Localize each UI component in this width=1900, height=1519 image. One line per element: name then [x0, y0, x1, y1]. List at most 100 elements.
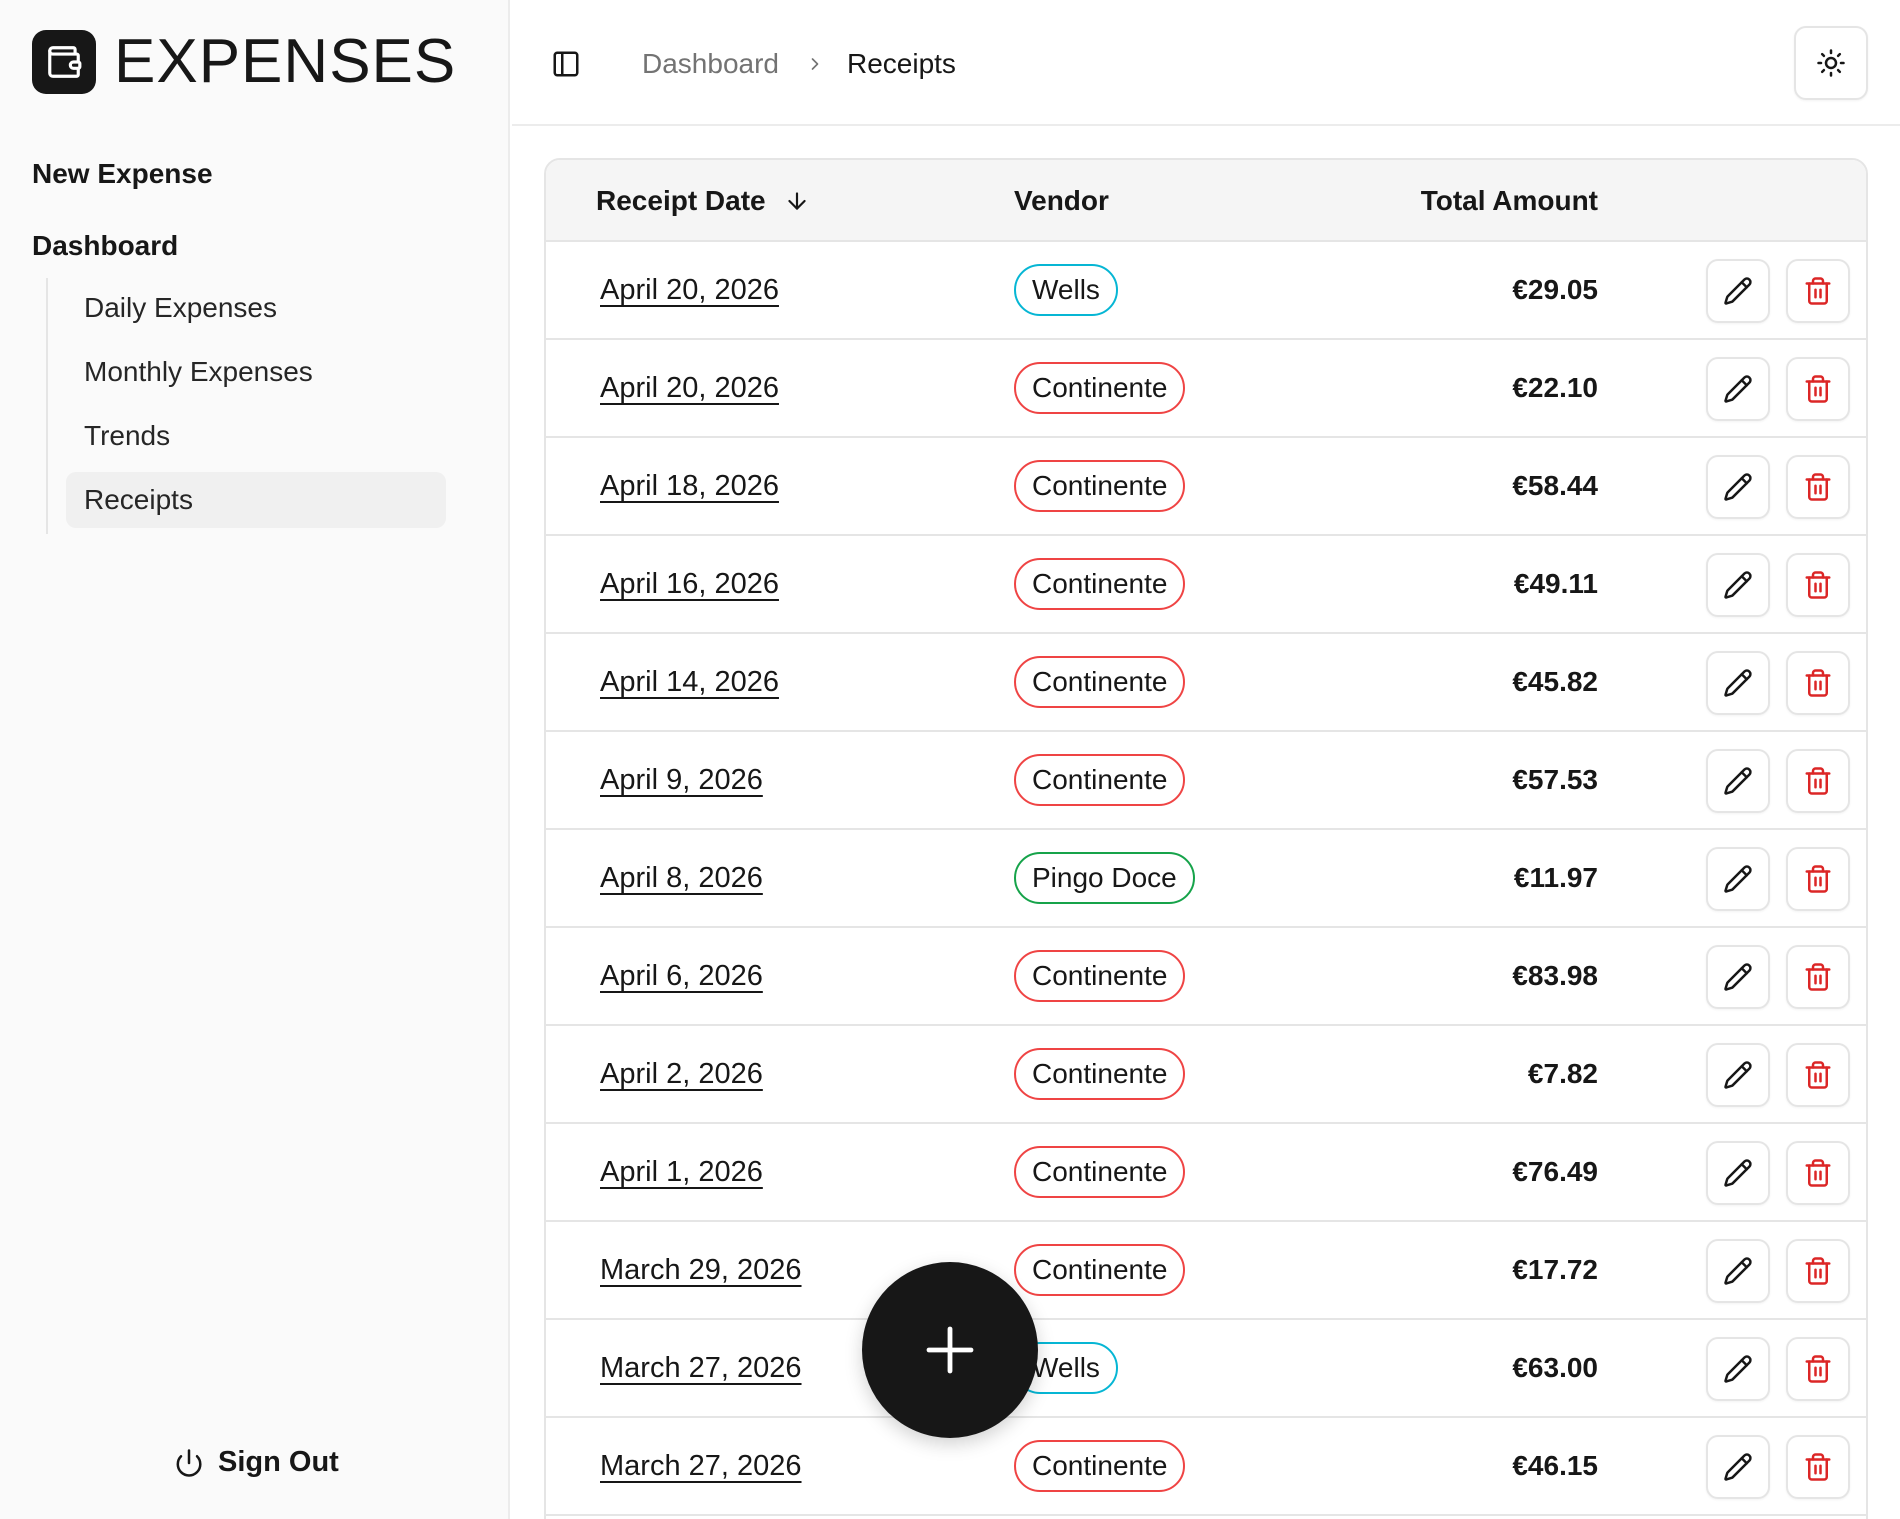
- pencil-icon: [1723, 472, 1753, 502]
- edit-receipt-button[interactable]: [1706, 357, 1770, 421]
- sign-out-button[interactable]: Sign Out: [174, 1446, 339, 1479]
- pencil-icon: [1723, 668, 1753, 698]
- trash-icon: [1803, 276, 1833, 306]
- trash-icon: [1803, 570, 1833, 600]
- delete-receipt-button[interactable]: [1786, 847, 1850, 911]
- receipt-date-link[interactable]: March 27, 2026: [600, 1450, 802, 1482]
- trash-icon: [1803, 1060, 1833, 1090]
- receipt-date-link[interactable]: April 14, 2026: [600, 666, 779, 698]
- vendor-badge: Continente: [1014, 558, 1186, 610]
- receipt-date-link[interactable]: April 9, 2026: [600, 764, 763, 796]
- edit-receipt-button[interactable]: [1706, 1043, 1770, 1107]
- total-amount: €17.72: [1512, 1254, 1598, 1285]
- receipt-date-link[interactable]: April 16, 2026: [600, 568, 779, 600]
- edit-receipt-button[interactable]: [1706, 1239, 1770, 1303]
- receipt-date-link[interactable]: April 20, 2026: [600, 274, 779, 306]
- vendor-badge: Continente: [1014, 362, 1186, 414]
- pencil-icon: [1723, 570, 1753, 600]
- column-label-receipt-date: Receipt Date: [596, 185, 766, 216]
- receipt-date-link[interactable]: April 18, 2026: [600, 470, 779, 502]
- delete-receipt-button[interactable]: [1786, 1141, 1850, 1205]
- vendor-badge: Continente: [1014, 1048, 1186, 1100]
- total-amount: €22.10: [1512, 372, 1598, 403]
- total-amount: €76.49: [1512, 1156, 1598, 1187]
- vendor-badge: Wells: [1014, 264, 1118, 316]
- sidebar-item-daily-expenses[interactable]: Daily Expenses: [84, 292, 277, 323]
- receipt-date-link[interactable]: April 6, 2026: [600, 960, 763, 992]
- vendor-badge: Continente: [1014, 754, 1186, 806]
- nav-new-expense[interactable]: New Expense: [32, 158, 213, 189]
- edit-receipt-button[interactable]: [1706, 1435, 1770, 1499]
- edit-receipt-button[interactable]: [1706, 749, 1770, 813]
- total-amount: €46.15: [1512, 1450, 1598, 1481]
- edit-receipt-button[interactable]: [1706, 455, 1770, 519]
- trash-icon: [1803, 962, 1833, 992]
- trash-icon: [1803, 1158, 1833, 1188]
- table-row: April 20, 2026 Wells €29.05: [546, 242, 1866, 340]
- nav-dashboard[interactable]: Dashboard: [32, 230, 179, 261]
- edit-receipt-button[interactable]: [1706, 1337, 1770, 1401]
- theme-toggle-button[interactable]: [1794, 26, 1868, 100]
- delete-receipt-button[interactable]: [1786, 651, 1850, 715]
- total-amount: €49.11: [1513, 568, 1598, 599]
- pencil-icon: [1723, 1256, 1753, 1286]
- pencil-icon: [1723, 766, 1753, 796]
- edit-receipt-button[interactable]: [1706, 259, 1770, 323]
- table-row: April 2, 2026 Continente €7.82: [546, 1026, 1866, 1124]
- delete-receipt-button[interactable]: [1786, 1043, 1850, 1107]
- total-amount: €83.98: [1512, 960, 1598, 991]
- table-row: April 20, 2026 Continente €22.10: [546, 340, 1866, 438]
- edit-receipt-button[interactable]: [1706, 945, 1770, 1009]
- column-header-receipt-date[interactable]: Receipt Date: [596, 160, 810, 242]
- receipt-date-link[interactable]: April 1, 2026: [600, 1156, 763, 1188]
- total-amount: €45.82: [1512, 666, 1598, 697]
- sun-icon: [1816, 48, 1846, 78]
- receipt-date-link[interactable]: April 2, 2026: [600, 1058, 763, 1090]
- delete-receipt-button[interactable]: [1786, 259, 1850, 323]
- edit-receipt-button[interactable]: [1706, 1141, 1770, 1205]
- trash-icon: [1803, 1452, 1833, 1482]
- total-amount: €11.97: [1513, 862, 1598, 893]
- sidebar-item-monthly-expenses[interactable]: Monthly Expenses: [84, 356, 313, 387]
- pencil-icon: [1723, 276, 1753, 306]
- total-amount: €29.05: [1512, 274, 1598, 305]
- receipt-date-link[interactable]: March 27, 2026: [600, 1352, 802, 1384]
- total-amount: €7.82: [1527, 1058, 1598, 1089]
- wallet-icon: [32, 30, 96, 94]
- app-title: EXPENSES: [114, 27, 457, 96]
- delete-receipt-button[interactable]: [1786, 1337, 1850, 1401]
- delete-receipt-button[interactable]: [1786, 553, 1850, 617]
- total-amount: €57.53: [1512, 764, 1598, 795]
- sign-out-label: Sign Out: [218, 1446, 339, 1478]
- trash-icon: [1803, 472, 1833, 502]
- dashboard-subnav: Daily Expenses Monthly Expenses Trends R…: [46, 278, 446, 534]
- trash-icon: [1803, 1256, 1833, 1286]
- add-receipt-button[interactable]: [862, 1262, 1038, 1438]
- delete-receipt-button[interactable]: [1786, 357, 1850, 421]
- edit-receipt-button[interactable]: [1706, 847, 1770, 911]
- delete-receipt-button[interactable]: [1786, 749, 1850, 813]
- table-row: April 16, 2026 Continente €49.11: [546, 536, 1866, 634]
- receipt-date-link[interactable]: March 29, 2026: [600, 1254, 802, 1286]
- edit-receipt-button[interactable]: [1706, 553, 1770, 617]
- table-header: Receipt Date Vendor Total Amount: [546, 160, 1866, 242]
- sidebar-item-receipts[interactable]: Receipts: [66, 472, 446, 528]
- sidebar-item-trends[interactable]: Trends: [84, 420, 171, 451]
- panel-left-icon[interactable]: [546, 44, 586, 84]
- delete-receipt-button[interactable]: [1786, 1435, 1850, 1499]
- app-logo[interactable]: EXPENSES: [32, 30, 456, 94]
- total-amount: €63.00: [1512, 1352, 1598, 1383]
- receipt-date-link[interactable]: April 20, 2026: [600, 372, 779, 404]
- arrow-down-icon: [784, 188, 810, 214]
- delete-receipt-button[interactable]: [1786, 945, 1850, 1009]
- edit-receipt-button[interactable]: [1706, 651, 1770, 715]
- pencil-icon: [1723, 1452, 1753, 1482]
- receipt-date-link[interactable]: April 8, 2026: [600, 862, 763, 894]
- breadcrumb-dashboard[interactable]: Dashboard: [642, 48, 779, 79]
- delete-receipt-button[interactable]: [1786, 1239, 1850, 1303]
- delete-receipt-button[interactable]: [1786, 455, 1850, 519]
- column-header-total-amount: Total Amount: [1420, 185, 1598, 216]
- breadcrumb-current: Receipts: [846, 48, 956, 79]
- vendor-badge: Continente: [1014, 460, 1186, 512]
- table-row: April 1, 2026 Continente €76.49: [546, 1124, 1866, 1222]
